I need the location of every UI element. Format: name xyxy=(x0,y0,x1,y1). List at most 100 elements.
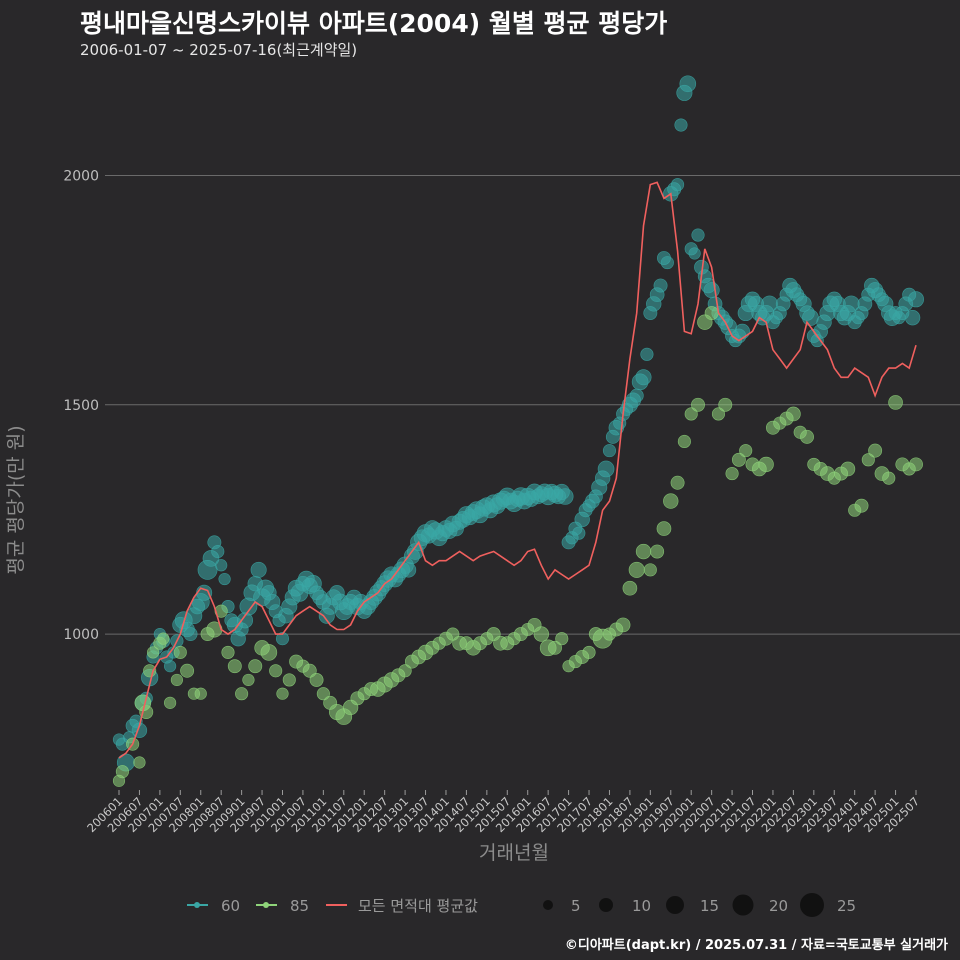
point-60 xyxy=(640,347,654,361)
point-60 xyxy=(556,488,574,505)
point-85 xyxy=(868,443,883,458)
point-85 xyxy=(840,461,856,477)
point-85 xyxy=(180,663,195,678)
legend-dot-85 xyxy=(263,902,269,908)
legend-size-15: 15 xyxy=(666,896,719,915)
point-85 xyxy=(635,543,652,560)
series-60-points xyxy=(112,75,924,772)
legend-size-circle-20 xyxy=(732,894,754,916)
point-85 xyxy=(670,475,685,490)
legend-size-25: 25 xyxy=(800,893,856,917)
point-85 xyxy=(194,687,207,700)
legend-size-label-10: 10 xyxy=(632,897,651,915)
point-85 xyxy=(260,644,278,661)
grid-layer xyxy=(105,174,960,635)
point-85 xyxy=(643,563,657,577)
point-85 xyxy=(163,696,177,709)
point-85 xyxy=(854,498,869,513)
y-axis-label: 평균 평당가(만 원) xyxy=(5,425,27,574)
point-60 xyxy=(653,278,668,293)
point-85 xyxy=(861,453,875,467)
point-85 xyxy=(882,471,896,485)
legend-size-label-20: 20 xyxy=(769,897,788,915)
point-60 xyxy=(907,291,924,308)
y-tick-label: 2000 xyxy=(63,168,99,184)
point-60 xyxy=(275,632,290,646)
point-85 xyxy=(731,452,746,467)
point-85 xyxy=(758,456,774,473)
legend: 60 85 모든 면적대 평균값 5 10 15 20 25 xyxy=(187,893,856,917)
point-85 xyxy=(691,397,705,412)
legend-size-10: 10 xyxy=(599,897,651,915)
point-85 xyxy=(282,673,296,687)
point-85 xyxy=(133,756,146,769)
legend-item-60: 60 xyxy=(187,897,240,915)
point-85 xyxy=(235,687,249,701)
point-60 xyxy=(674,118,688,132)
point-85 xyxy=(800,429,814,444)
point-85 xyxy=(533,626,550,642)
legend-size-circle-25 xyxy=(800,893,824,917)
point-85 xyxy=(555,632,569,646)
point-60 xyxy=(802,309,819,326)
point-85 xyxy=(173,645,187,659)
y-tick-label: 1500 xyxy=(63,398,99,414)
point-85 xyxy=(582,645,596,659)
legend-dot-60 xyxy=(194,902,200,908)
legend-size-5: 5 xyxy=(543,897,581,915)
legend-size-circle-5 xyxy=(543,900,553,910)
point-85 xyxy=(248,659,263,674)
legend-size-20: 20 xyxy=(732,894,788,916)
point-60 xyxy=(163,660,177,673)
point-85 xyxy=(309,672,324,687)
point-85 xyxy=(704,306,719,321)
point-85 xyxy=(622,580,638,596)
series-85-points xyxy=(112,306,923,787)
average-line xyxy=(118,181,917,759)
point-60 xyxy=(572,526,586,540)
point-60 xyxy=(904,309,921,326)
point-85 xyxy=(170,673,184,687)
point-60 xyxy=(660,256,674,270)
point-60 xyxy=(215,559,228,572)
point-60 xyxy=(703,282,720,299)
point-60 xyxy=(183,627,198,642)
point-60 xyxy=(679,75,697,93)
point-85 xyxy=(115,765,129,779)
y-axis-ticks: 1000 1500 2000 xyxy=(63,168,99,643)
point-85 xyxy=(628,561,645,578)
point-85 xyxy=(157,632,170,645)
point-60 xyxy=(250,561,267,578)
point-85 xyxy=(909,457,923,472)
legend-size-label-5: 5 xyxy=(571,897,581,915)
point-85 xyxy=(221,645,235,659)
point-85 xyxy=(269,664,283,678)
legend-item-average: 모든 면적대 평균값 xyxy=(326,897,478,915)
point-60 xyxy=(734,323,750,340)
point-85 xyxy=(650,544,665,559)
point-60 xyxy=(635,369,652,386)
point-60 xyxy=(218,572,231,586)
legend-size-circle-10 xyxy=(599,898,613,912)
chart-subtitle: 2006-01-07 ~ 2025-07-16(최근계약일) xyxy=(80,41,358,59)
point-60 xyxy=(400,562,417,578)
point-85 xyxy=(725,467,739,481)
chart-title: 평내마을신명스카이뷰 아파트(2004) 월별 평균 평당가 xyxy=(80,9,668,38)
point-85 xyxy=(663,493,679,509)
source-credit: ©디아파트(dapt.kr) / 2025.07.31 / 자료=국토교통부 실… xyxy=(564,938,948,953)
point-85 xyxy=(615,617,631,633)
point-85 xyxy=(888,395,903,410)
point-85 xyxy=(786,406,801,422)
point-85 xyxy=(398,664,412,678)
point-60 xyxy=(691,228,705,242)
point-85 xyxy=(276,687,289,700)
point-60 xyxy=(602,444,617,458)
point-85 xyxy=(677,434,691,449)
x-axis-ticks: 2006012006072007012007072008012008072009… xyxy=(84,790,922,835)
x-axis-label: 거래년월 xyxy=(479,842,549,864)
point-85 xyxy=(316,687,330,701)
legend-size-circle-15 xyxy=(666,896,684,914)
legend-size-label-15: 15 xyxy=(700,897,719,915)
legend-label-85: 85 xyxy=(290,897,309,915)
y-tick-label: 1000 xyxy=(63,627,99,643)
